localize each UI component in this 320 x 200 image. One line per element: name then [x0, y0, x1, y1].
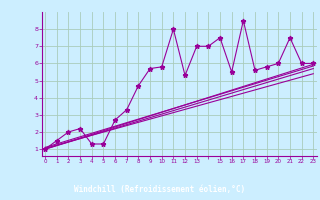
Text: Windchill (Refroidissement éolien,°C): Windchill (Refroidissement éolien,°C) [75, 185, 245, 194]
